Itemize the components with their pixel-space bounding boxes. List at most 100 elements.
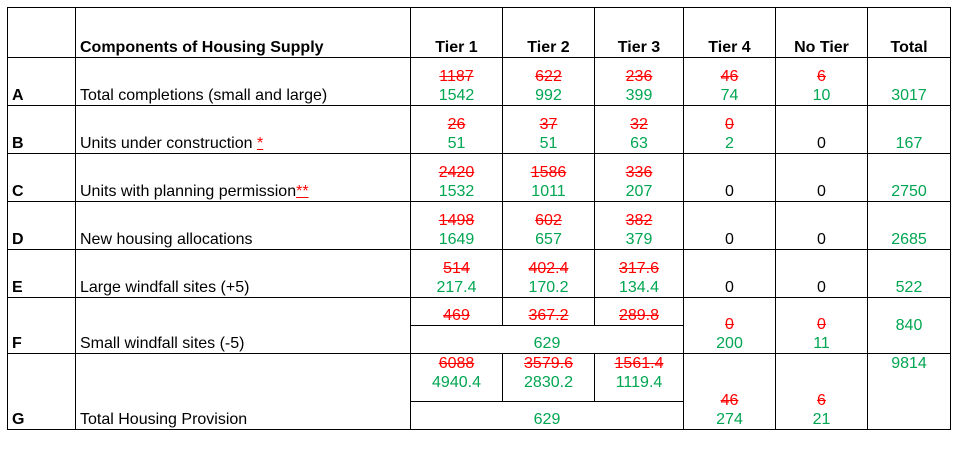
cell-tier1: 469: [410, 297, 503, 326]
table-row: F Small windfall sites (-5) 469 367.2 28…: [7, 297, 951, 354]
row-text: Units under construction *: [75, 105, 411, 154]
cell-tier3: 236 399: [594, 57, 684, 106]
new-value: 134.4: [618, 279, 660, 296]
cell-total: 3017: [867, 57, 951, 106]
new-value: 11: [813, 335, 830, 352]
cell-notier: 0: [775, 105, 868, 154]
cell-tier1: 26 51: [410, 105, 503, 154]
old-value: 317.6: [618, 260, 660, 277]
table-row: G Total Housing Provision 6088 4940.4 357…: [7, 353, 951, 430]
cell-tier4: 46 74: [683, 57, 776, 106]
table-row: A Total completions (small and large) 11…: [7, 57, 951, 106]
cell-total: 2685: [867, 201, 951, 250]
new-value: 1532: [438, 183, 475, 200]
cell-tier2: 1586 1011: [502, 153, 595, 202]
row-label: E: [7, 249, 76, 298]
old-value: 37: [539, 116, 558, 133]
old-value: 6: [817, 68, 826, 85]
row-text: Small windfall sites (-5): [75, 297, 411, 354]
row-text-label: Units with planning permission: [80, 183, 297, 200]
old-value: 2420: [438, 164, 475, 181]
old-value: 46: [720, 392, 739, 409]
cell-total: 2750: [867, 153, 951, 202]
old-value: 26: [447, 116, 466, 133]
cell-tier3: 289.8: [594, 297, 684, 326]
cell-tier1: 514 217.4: [410, 249, 503, 298]
header-tier1: Tier 1: [410, 7, 503, 58]
cell-tier2: 602 657: [502, 201, 595, 250]
old-value: 367.2: [528, 307, 569, 324]
new-value: 74: [720, 87, 739, 104]
table-subrow: 629: [8, 401, 951, 430]
new-value: 21: [812, 411, 831, 428]
old-value: 514: [443, 260, 470, 277]
header-total: Total: [867, 7, 951, 58]
row-text: Large windfall sites (+5): [75, 249, 411, 298]
cell-total: 522: [867, 249, 951, 298]
new-value: 170.2: [528, 279, 569, 296]
cell-tier4: 46 274: [683, 353, 776, 430]
cell-tier3: 336 207: [594, 153, 684, 202]
cell-tier4: 0: [683, 201, 776, 250]
cell-tier4: 0 200: [683, 297, 776, 354]
new-value: 379: [625, 231, 653, 248]
header-row: Components of Housing Supply Tier 1 Tier…: [7, 7, 951, 58]
cell-notier: 0: [775, 249, 868, 298]
old-value: 32: [630, 116, 648, 133]
cell-tier1-3-combined: 629: [410, 401, 684, 430]
new-value: 1649: [438, 231, 475, 248]
table-row: E Large windfall sites (+5) 514 217.4 402…: [7, 249, 951, 298]
old-value: 336: [625, 164, 653, 181]
new-value: 1011: [531, 183, 566, 200]
new-value: 10: [812, 87, 831, 104]
cell-tier3: 382 379: [594, 201, 684, 250]
row-label: D: [7, 201, 76, 250]
cell-tier3: 1561.4 1119.4: [594, 353, 684, 402]
cell-notier: 0: [775, 153, 868, 202]
new-value: 4940.4: [432, 374, 481, 391]
old-value: 469: [443, 307, 470, 324]
header-tier3: Tier 3: [594, 7, 684, 58]
table-subrow: 629: [8, 325, 951, 354]
cell-notier: 0: [775, 201, 868, 250]
old-value: 289.8: [618, 307, 660, 324]
cell-tier1-3-combined: 629: [410, 325, 684, 354]
row-label: G: [7, 353, 76, 430]
cell-tier2: 402.4 170.2: [502, 249, 595, 298]
new-value: 63: [630, 135, 648, 152]
new-value: 217.4: [436, 279, 477, 296]
new-value: 51: [539, 135, 558, 152]
old-value: 1586: [530, 164, 567, 181]
row-text: New housing allocations: [75, 201, 411, 250]
row-text-label: Units under construction: [80, 135, 257, 152]
row-label: F: [7, 297, 76, 354]
table-row: C Units with planning permission** 2420 1…: [7, 153, 951, 202]
row-label: B: [7, 105, 76, 154]
cell-tier4: 0: [683, 153, 776, 202]
old-value: 0: [725, 316, 734, 333]
table-row: D New housing allocations 1498 1649 602 65…: [7, 201, 951, 250]
old-value: 622: [535, 68, 562, 85]
cell-notier: 6 21: [775, 353, 868, 430]
footnote-mark: **: [296, 183, 309, 200]
new-value: 274: [716, 411, 743, 428]
new-value: 207: [625, 183, 653, 200]
cell-total: 9814: [867, 353, 951, 430]
cell-tier1: 1498 1649: [410, 201, 503, 250]
old-value: 6088: [438, 355, 475, 372]
cell-notier: 0 11: [775, 297, 868, 354]
old-value: 46: [720, 68, 739, 85]
cell-tier2: 367.2: [502, 297, 595, 326]
cell-tier1: 6088 4940.4: [410, 353, 503, 402]
new-value: 657: [535, 231, 562, 248]
row-text: Units with planning permission**: [75, 153, 411, 202]
new-value: 992: [535, 87, 562, 104]
table-row: B Units under construction * 26 51 37 51 3…: [7, 105, 951, 154]
new-value: 399: [625, 87, 653, 104]
old-value: 0: [725, 116, 734, 133]
header-tier2: Tier 2: [502, 7, 595, 58]
old-value: 236: [625, 68, 653, 85]
cell-tier1: 2420 1532: [410, 153, 503, 202]
old-value: 0: [817, 316, 826, 333]
